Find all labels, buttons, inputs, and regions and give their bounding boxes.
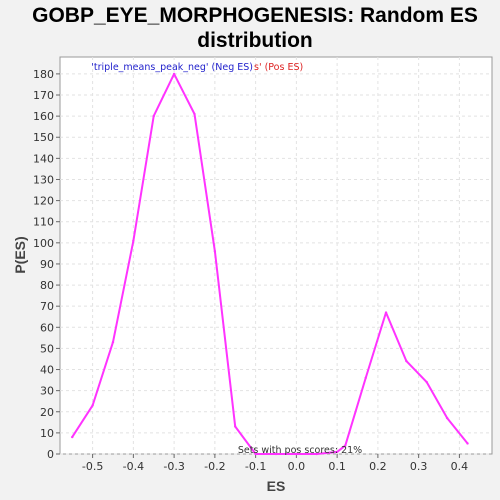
- series-point: [254, 452, 257, 456]
- y-tick-label: 0: [47, 448, 54, 461]
- series-point: [344, 444, 347, 447]
- series-point: [152, 114, 155, 118]
- x-axis-label: ES: [267, 478, 286, 494]
- series-point: [274, 452, 278, 456]
- y-tick-label: 180: [33, 68, 54, 81]
- y-tick-label: 120: [33, 195, 54, 208]
- x-axis-ticks: -0.5 -0.4 -0.3 -0.2 -0.1 0.0 0.1 0.2 0.3 0.4: [82, 454, 468, 473]
- y-tick-label: 30: [40, 385, 54, 398]
- y-tick-label: 110: [33, 216, 54, 229]
- x-tick-label: 0.2: [369, 460, 387, 473]
- y-tick-label: 150: [33, 131, 54, 144]
- y-tick-label: 80: [40, 279, 54, 292]
- series-point: [364, 376, 367, 380]
- y-tick-label: 170: [33, 89, 54, 102]
- x-tick-label: -0.1: [245, 460, 266, 473]
- series-point: [335, 450, 339, 454]
- series-point: [234, 425, 237, 428]
- series-point: [213, 250, 217, 253]
- plot-area: [59, 56, 493, 455]
- chart-title-line2: distribution: [197, 29, 312, 52]
- series-point: [466, 442, 469, 445]
- chart-title-line1: GOBP_EYE_MORPHOGENESIS: Random ES: [32, 4, 478, 27]
- x-tick-label: -0.3: [163, 460, 184, 473]
- y-tick-label: 160: [33, 110, 54, 123]
- y-tick-label: 20: [40, 406, 54, 419]
- x-tick-label: 0.0: [288, 460, 306, 473]
- series-point: [172, 72, 176, 76]
- y-axis-label: P(ES): [12, 236, 28, 273]
- y-tick-label: 60: [40, 321, 54, 334]
- y-tick-label: 50: [40, 342, 54, 355]
- x-tick-label: -0.4: [123, 460, 144, 473]
- series-point: [193, 112, 196, 116]
- series-point: [295, 452, 298, 456]
- pos-scores-annotation: Sets with pos scores: 21%: [238, 445, 362, 456]
- grid: [60, 57, 492, 455]
- y-tick-label: 10: [40, 427, 54, 440]
- y-axis-ticks: 0 10 20 30 40 50 60 70 80 90 100 110 120 130 140 150 160…: [33, 68, 60, 461]
- series-point: [425, 381, 428, 384]
- x-tick-label: -0.2: [204, 460, 225, 473]
- y-tick-label: 40: [40, 364, 54, 377]
- series-point: [315, 452, 318, 456]
- y-tick-label: 70: [40, 300, 54, 313]
- series-point: [384, 311, 388, 314]
- series-point: [91, 404, 94, 407]
- series-point: [111, 340, 115, 344]
- series-point: [405, 359, 408, 363]
- series-point: [71, 435, 74, 439]
- series-point: [445, 416, 449, 420]
- x-tick-label: -0.5: [82, 460, 103, 473]
- y-tick-label: 90: [40, 258, 54, 271]
- x-tick-label: 0.1: [328, 460, 346, 473]
- y-tick-label: 100: [33, 237, 54, 250]
- legend-pos-text: s' (Pos ES): [254, 62, 303, 73]
- y-tick-label: 130: [33, 173, 54, 186]
- y-tick-label: 140: [33, 152, 54, 165]
- series-point: [132, 239, 135, 242]
- series-layer: [71, 72, 469, 456]
- legend-neg-text: 'triple_means_peak_neg' (Neg ES): [91, 62, 253, 73]
- x-tick-label: 0.4: [451, 460, 469, 473]
- x-tick-label: 0.3: [410, 460, 428, 473]
